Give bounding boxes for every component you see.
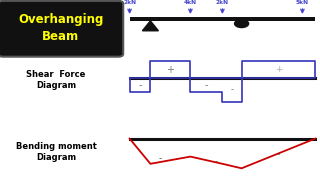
Polygon shape — [142, 21, 158, 31]
Circle shape — [235, 20, 249, 28]
Bar — [130, 17, 315, 21]
Text: 2kN: 2kN — [216, 0, 229, 5]
Text: 5kN: 5kN — [296, 0, 309, 5]
Text: -: - — [158, 154, 162, 163]
Text: Overhanging
Beam: Overhanging Beam — [18, 13, 103, 43]
Text: +: + — [166, 65, 174, 75]
Text: Bending moment
Diagram: Bending moment Diagram — [16, 142, 96, 162]
Text: -: - — [230, 86, 234, 94]
Text: -: - — [138, 80, 142, 90]
Text: -: - — [277, 150, 280, 159]
Text: -: - — [214, 158, 218, 166]
FancyBboxPatch shape — [0, 1, 123, 57]
Text: +: + — [275, 65, 282, 74]
Text: -: - — [205, 80, 208, 90]
Text: Shear  Force
Diagram: Shear Force Diagram — [26, 70, 86, 90]
Text: 2kN: 2kN — [123, 0, 136, 5]
Text: 4kN: 4kN — [184, 0, 197, 5]
